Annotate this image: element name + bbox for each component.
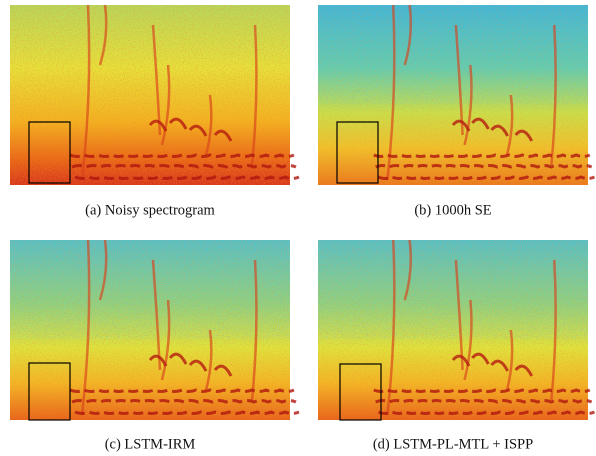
panel-caption: (b) 1000h SE [414,202,491,218]
harmonic-band [373,153,591,158]
spectrogram-noise [10,5,290,185]
harmonic-band [377,175,596,180]
highlight-box [28,362,71,421]
spectrogram-noise-cool [10,240,290,339]
formant-stroke [80,239,91,416]
spectrogram-noise-cool [318,240,588,339]
formant-stroke [204,329,213,391]
spectrogram-panel [10,239,300,421]
harmonic-ridge [451,354,471,367]
formant-stroke [505,94,514,156]
formant-stroke [250,24,258,166]
harmonic-ridge [471,117,490,130]
harmonic-ridge [188,124,208,137]
harmonic-ridge [490,124,509,137]
spectrogram-noise-cool [318,5,588,104]
spectrogram-panel [318,239,596,421]
harmonic-band [375,399,593,404]
harmonic-ridge [168,117,188,130]
highlight-box [336,121,379,184]
formant-stroke [463,64,473,146]
formant-stroke [386,239,396,416]
harmonic-ridge [213,364,233,377]
harmonic-ridge [451,119,471,132]
formant-stroke [550,259,557,401]
harmonic-band [74,175,300,180]
harmonic-ridge [148,119,168,132]
formant-stroke [550,24,557,166]
harmonic-band [71,399,297,404]
formant-stroke [386,4,396,181]
harmonic-band [69,388,295,393]
harmonic-ridge [148,354,168,367]
spectrogram-panel [10,4,300,185]
formant-stroke [403,239,413,301]
highlight-box [339,363,382,421]
harmonic-ridge [168,352,188,365]
formant-stroke [204,94,213,156]
formant-stroke [80,4,91,181]
harmonic-ridge [490,359,509,372]
harmonic-ridge [471,352,490,365]
formant-stroke [160,64,171,146]
harmonic-band [373,388,591,393]
harmonic-band [74,410,300,415]
harmonic-band [375,164,593,169]
harmonic-band [377,410,596,415]
harmonic-band [71,164,297,169]
harmonic-ridge [213,129,233,142]
panel-caption: (d) LSTM-PL-MTL + ISPP [373,436,533,452]
formant-stroke [505,329,514,391]
formant-stroke [160,299,171,381]
formant-stroke [403,4,413,66]
formant-stroke [250,259,258,401]
harmonic-ridge [188,359,208,372]
formant-stroke [98,4,108,66]
panel-caption: (c) LSTM-IRM [105,436,196,452]
harmonic-ridge [514,129,534,142]
panel-caption: (a) Noisy spectrogram [85,202,215,218]
highlight-box [28,121,71,184]
harmonic-band [69,153,295,158]
spectrogram-panel [318,4,596,185]
harmonic-ridge [514,364,534,377]
formant-stroke [98,239,108,301]
formant-stroke [463,299,473,381]
